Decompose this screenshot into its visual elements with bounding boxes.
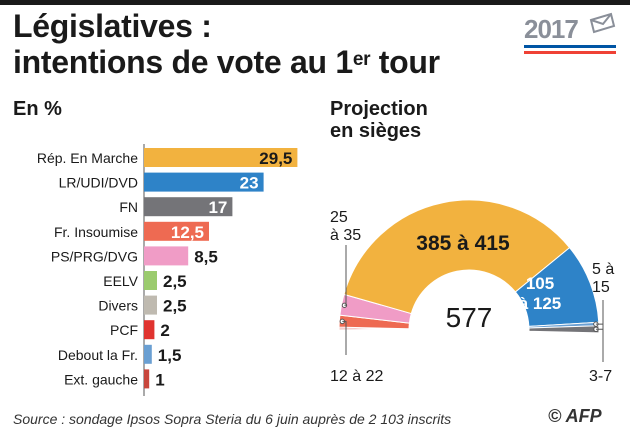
bar-value-label: 2,5 bbox=[163, 272, 187, 291]
bar-0 bbox=[144, 148, 298, 167]
bar-category-label: EELV bbox=[103, 273, 138, 289]
section-right-title: Projection en sièges bbox=[330, 98, 530, 142]
year-badge: 2017 bbox=[524, 12, 620, 54]
flag-stripe-white bbox=[524, 48, 616, 51]
bar-6 bbox=[144, 295, 157, 315]
bar-5 bbox=[144, 271, 157, 290]
year-badge-text: 2017 bbox=[524, 14, 579, 44]
segment-label-lr-2: à 125 bbox=[519, 294, 562, 313]
bar-value-label: 2,5 bbox=[163, 297, 187, 316]
hemicycle-segment-7 bbox=[528, 325, 600, 334]
title-line-1: Législatives : bbox=[13, 8, 212, 44]
bar-9 bbox=[144, 369, 150, 389]
leader-line-dlf bbox=[595, 323, 604, 362]
hemicycle-total-label: 577 bbox=[446, 302, 493, 333]
section-left-title: En % bbox=[13, 98, 62, 120]
bar-3 bbox=[144, 221, 209, 241]
bar-value-label: 12,5 bbox=[171, 223, 204, 242]
hemicycle-segment-4 bbox=[343, 199, 571, 315]
segment-label-fn-2: 15 bbox=[592, 279, 610, 296]
flag-stripe-red bbox=[524, 51, 616, 54]
bar-chart: Rép. En Marche 29,5 LR/UDI/DVD 23 FN 17 Fr. In… bbox=[37, 144, 298, 396]
bar-value-label: 17 bbox=[208, 198, 227, 217]
title-line-2-sup: er bbox=[352, 49, 371, 70]
bar-category-label: FN bbox=[119, 199, 138, 215]
bar-value-label: 8,5 bbox=[194, 247, 218, 266]
flag-stripe-blue bbox=[524, 45, 616, 48]
section-right-line-1: Projection bbox=[330, 98, 428, 120]
segment-label-fn-1: 5 à bbox=[592, 261, 614, 278]
bar-value-label: 2 bbox=[160, 321, 169, 340]
page-title: Législatives : intentions de vote au 1er… bbox=[13, 8, 493, 80]
leader-line-fi bbox=[342, 320, 347, 355]
segment-label-lr-1: 105 bbox=[526, 274, 554, 293]
segment-label-fi: 12 à 22 bbox=[330, 368, 383, 385]
bar-category-label: Fr. Insoumise bbox=[54, 224, 138, 240]
envelope-icon bbox=[589, 12, 616, 34]
bar-category-label: LR/UDI/DVD bbox=[59, 175, 138, 191]
bar-value-label: 23 bbox=[240, 174, 259, 193]
segment-label-rem: 385 à 415 bbox=[416, 232, 510, 255]
bar-value-label: 1 bbox=[155, 370, 164, 389]
title-line-2-main: intentions de vote au 1 bbox=[13, 44, 353, 80]
segment-label-ps-2: à 35 bbox=[330, 227, 361, 244]
bar-category-label: Divers bbox=[98, 298, 138, 314]
bar-value-label: 29,5 bbox=[259, 149, 292, 168]
bar-4 bbox=[144, 246, 189, 266]
bar-value-label: 1,5 bbox=[158, 346, 182, 365]
bar-8 bbox=[144, 344, 152, 364]
section-right-line-2: en sièges bbox=[330, 120, 422, 142]
title-line-2: intentions de vote au 1er tour bbox=[13, 44, 493, 80]
bar-2 bbox=[144, 197, 233, 217]
leader-line-ps bbox=[344, 245, 347, 306]
bar-1 bbox=[144, 172, 264, 192]
source-note: Source : sondage Ipsos Sopra Steria du 6… bbox=[13, 411, 452, 427]
bar-category-label: PCF bbox=[110, 322, 138, 338]
bar-category-label: PS/PRG/DVG bbox=[51, 248, 138, 264]
segment-label-dlf: 3-7 bbox=[589, 368, 612, 385]
bar-7 bbox=[144, 320, 155, 340]
top-rule bbox=[0, 0, 630, 5]
bar-category-label: Ext. gauche bbox=[64, 371, 138, 387]
title-line-2-end: tour bbox=[370, 44, 440, 80]
bar-category-label: Debout la Fr. bbox=[58, 347, 138, 363]
bar-category-label: Rép. En Marche bbox=[37, 150, 138, 166]
afp-credit: © AFP bbox=[548, 406, 602, 426]
segment-label-ps-1: 25 bbox=[330, 209, 348, 226]
